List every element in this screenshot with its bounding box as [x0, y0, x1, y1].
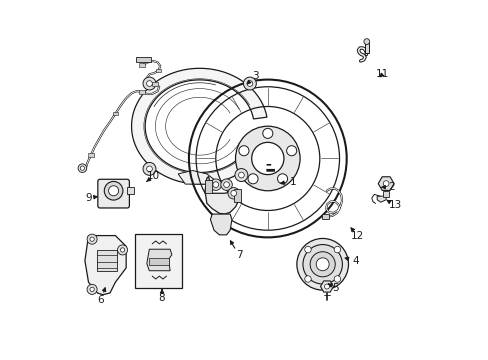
Circle shape: [210, 179, 221, 190]
Bar: [139, 90, 145, 94]
Circle shape: [316, 258, 328, 271]
Polygon shape: [85, 235, 126, 295]
Circle shape: [90, 237, 94, 241]
Circle shape: [251, 142, 284, 175]
Circle shape: [238, 172, 244, 178]
Bar: [383, 192, 388, 197]
Bar: [139, 63, 145, 67]
Circle shape: [87, 234, 97, 244]
Circle shape: [142, 77, 156, 90]
Bar: [204, 180, 212, 193]
Circle shape: [304, 246, 310, 253]
Circle shape: [309, 252, 335, 277]
Text: 7: 7: [235, 250, 242, 260]
Circle shape: [78, 164, 86, 172]
Text: 4: 4: [352, 256, 358, 266]
Bar: [127, 187, 133, 194]
Circle shape: [286, 146, 296, 156]
Circle shape: [235, 126, 300, 191]
Circle shape: [243, 77, 256, 90]
Circle shape: [212, 182, 218, 188]
Polygon shape: [146, 249, 172, 271]
Text: 12: 12: [350, 231, 364, 240]
Circle shape: [227, 188, 239, 199]
Circle shape: [324, 284, 329, 289]
Bar: [152, 82, 158, 86]
Text: 8: 8: [159, 293, 165, 303]
Circle shape: [80, 166, 84, 170]
Text: 10: 10: [146, 171, 159, 181]
Bar: [364, 42, 368, 53]
Circle shape: [146, 81, 152, 86]
Text: 13: 13: [387, 200, 401, 210]
Text: 3: 3: [251, 71, 258, 81]
Polygon shape: [204, 176, 239, 214]
Polygon shape: [149, 258, 169, 265]
Circle shape: [117, 245, 127, 255]
Bar: [135, 234, 182, 288]
Text: 1: 1: [289, 177, 296, 187]
Polygon shape: [131, 68, 266, 184]
Bar: [136, 57, 150, 62]
Polygon shape: [97, 250, 117, 271]
Polygon shape: [178, 171, 214, 184]
Text: 5: 5: [332, 283, 339, 293]
Bar: [88, 153, 94, 157]
Text: 6: 6: [98, 295, 104, 305]
Polygon shape: [376, 196, 386, 202]
Circle shape: [221, 179, 232, 190]
Text: 9: 9: [85, 193, 92, 203]
Circle shape: [296, 238, 348, 290]
Circle shape: [277, 174, 287, 184]
Polygon shape: [320, 281, 333, 292]
Circle shape: [104, 181, 122, 200]
Circle shape: [246, 81, 252, 86]
Circle shape: [90, 287, 94, 292]
Circle shape: [239, 146, 248, 156]
Bar: [233, 189, 241, 202]
Circle shape: [383, 181, 388, 186]
Circle shape: [120, 248, 124, 252]
Polygon shape: [210, 214, 231, 235]
Circle shape: [304, 276, 310, 282]
Circle shape: [108, 186, 119, 196]
Circle shape: [363, 39, 369, 44]
Bar: [321, 215, 328, 220]
Circle shape: [262, 129, 272, 138]
Circle shape: [333, 246, 340, 253]
Circle shape: [230, 190, 236, 196]
Circle shape: [247, 174, 258, 184]
Circle shape: [333, 276, 340, 282]
Circle shape: [87, 284, 97, 294]
Circle shape: [234, 168, 247, 181]
Circle shape: [303, 244, 342, 284]
Bar: [155, 69, 161, 72]
Bar: [112, 112, 118, 116]
Text: 11: 11: [375, 69, 388, 79]
Polygon shape: [378, 177, 393, 190]
Text: 2: 2: [387, 182, 394, 192]
Circle shape: [223, 182, 229, 188]
Circle shape: [142, 162, 156, 175]
Circle shape: [146, 166, 152, 172]
FancyBboxPatch shape: [98, 179, 129, 208]
